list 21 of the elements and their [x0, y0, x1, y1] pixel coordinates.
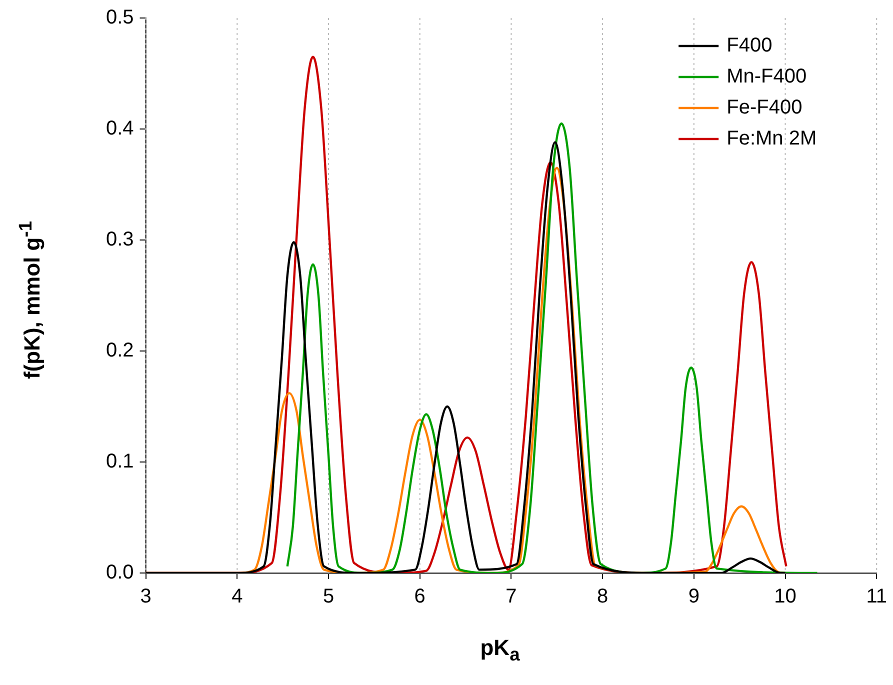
legend-label: Mn-F400 [726, 66, 807, 88]
y-tick-label: 0.4 [106, 118, 134, 140]
x-tick-label: 9 [688, 586, 700, 608]
legend-label: F400 [726, 34, 772, 57]
x-tick-label: 4 [232, 586, 243, 608]
x-tick-label: 10 [774, 586, 796, 608]
x-tick-label: 11 [866, 586, 887, 608]
x-tick-label: 3 [140, 586, 152, 608]
y-tick-label: 0.5 [106, 6, 134, 29]
y-tick-label: 0.3 [106, 228, 134, 251]
x-tick-label: 7 [506, 586, 517, 608]
legend-label: Fe-F400 [726, 96, 802, 119]
x-tick-label: 5 [322, 586, 334, 608]
x-tick-label: 8 [597, 586, 608, 608]
x-axis-title: pK$_{a}$ [479, 635, 521, 666]
line-series [286, 122, 818, 573]
x-tick-label: 6 [414, 586, 426, 608]
y-tick-label: 0.0 [106, 562, 134, 584]
y-tick-label: 0.1 [106, 450, 134, 473]
y-tick-label: 0.2 [106, 340, 134, 362]
legend-label: Fe:Mn 2M [726, 128, 817, 150]
